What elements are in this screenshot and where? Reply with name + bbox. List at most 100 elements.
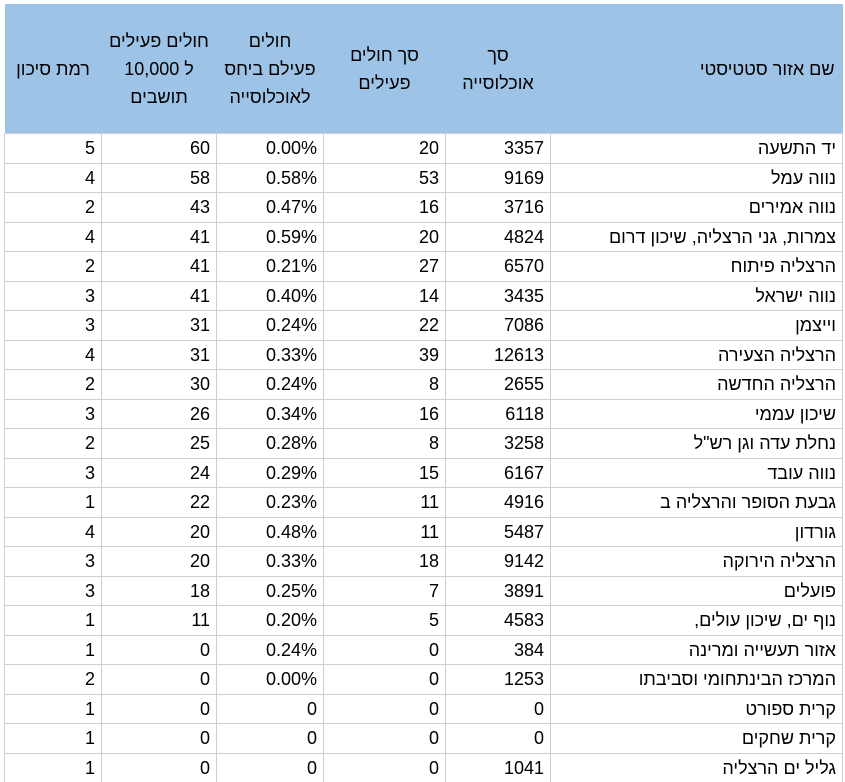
cell-active: 0 [323, 664, 446, 695]
cell-pct: 0.48% [216, 516, 324, 547]
cell-pct: 0.40% [216, 280, 324, 311]
table-row: שיכון עממי 6118 16 0.34% 26 3 [4, 398, 843, 429]
cell-name: צמרות, גני הרצליה, שיכון דרום [550, 221, 843, 252]
cell-name: יד התשעה [550, 133, 843, 164]
cell-pct: 0.23% [216, 487, 324, 518]
column-header-line: חולים [248, 30, 292, 51]
table-row: קרית שחקים 0 0 0 0 1 [4, 723, 843, 754]
column-header-line: סך [487, 44, 509, 65]
column-header-population: סך אוכלוסייה [445, 4, 551, 134]
table-row: נווה עובד 6167 15 0.29% 24 3 [4, 457, 843, 488]
cell-per10k: 31 [101, 310, 217, 341]
cell-risk: 4 [4, 221, 102, 252]
table-row: המרכז הבינתחומי וסביבתו 1253 0 0.00% 0 2 [4, 664, 843, 695]
cell-per10k: 31 [101, 339, 217, 370]
cell-name: נחלת עדה וגן רש"ל [550, 428, 843, 459]
cell-per10k: 0 [101, 693, 217, 724]
cell-per10k: 41 [101, 280, 217, 311]
cell-risk: 3 [4, 280, 102, 311]
cell-population: 6570 [445, 251, 551, 282]
cell-risk: 3 [4, 575, 102, 606]
cell-active: 0 [323, 634, 446, 665]
cell-risk: 1 [4, 634, 102, 665]
cell-per10k: 26 [101, 398, 217, 429]
cell-per10k: 0 [101, 634, 217, 665]
cell-per10k: 0 [101, 723, 217, 754]
cell-pct: 0.47% [216, 192, 324, 223]
column-header-risk: רמת סיכון [4, 4, 102, 134]
cell-risk: 3 [4, 398, 102, 429]
cell-active: 16 [323, 192, 446, 223]
table-row: צמרות, גני הרצליה, שיכון דרום 4824 20 0.59%… [4, 221, 843, 252]
table-row: הרצליה הצעירה 12613 39 0.33% 31 4 [4, 339, 843, 370]
column-header-line: ל 10,000 [124, 58, 194, 79]
cell-risk: 1 [4, 693, 102, 724]
cell-name: נווה אמירים [550, 192, 843, 223]
cell-pct: 0.34% [216, 398, 324, 429]
column-header-line: פעילים [358, 72, 411, 93]
cell-population: 5487 [445, 516, 551, 547]
cell-population: 3435 [445, 280, 551, 311]
table-body: יד התשעה 3357 20 0.00% 60 5 נווה עמל 9169 53 0.58… [4, 133, 843, 782]
cell-per10k: 18 [101, 575, 217, 606]
cell-risk: 2 [4, 664, 102, 695]
cell-name: שיכון עממי [550, 398, 843, 429]
cell-name: גורדון [550, 516, 843, 547]
cell-name: נווה עמל [550, 162, 843, 193]
cell-per10k: 41 [101, 221, 217, 252]
cell-risk: 1 [4, 487, 102, 518]
column-header-name: שם אזור סטטיסטי [550, 4, 843, 134]
cell-risk: 4 [4, 339, 102, 370]
cell-population: 9142 [445, 546, 551, 577]
cell-pct: 0.24% [216, 369, 324, 400]
column-header-line: לאוכלוסייה [229, 86, 311, 107]
table-row: הרצליה הירוקה 9142 18 0.33% 20 3 [4, 546, 843, 577]
column-header-line: שם אזור סטטיסטי [699, 58, 835, 79]
table-row: הרצליה החדשה 2655 8 0.24% 30 2 [4, 369, 843, 400]
cell-active: 5 [323, 605, 446, 636]
table-row: קרית ספורט 0 0 0 0 1 [4, 693, 843, 724]
cell-per10k: 60 [101, 133, 217, 164]
cell-active: 14 [323, 280, 446, 311]
cell-name: נוף ים, שיכון עולים, [550, 605, 843, 636]
cell-name: קרית שחקים [550, 723, 843, 754]
cell-name: נווה עובד [550, 457, 843, 488]
table-row: נווה עמל 9169 53 0.58% 58 4 [4, 162, 843, 193]
cell-risk: 4 [4, 516, 102, 547]
cell-population: 3357 [445, 133, 551, 164]
cell-population: 1253 [445, 664, 551, 695]
cell-population: 3258 [445, 428, 551, 459]
table-row: וייצמן 7086 22 0.24% 31 3 [4, 310, 843, 341]
table-row: אזור תעשייה ומרינה 384 0 0.24% 0 1 [4, 634, 843, 665]
table-row: גורדון 5487 11 0.48% 20 4 [4, 516, 843, 547]
column-header-line: חולים פעילים [109, 30, 209, 51]
cell-pct: 0.58% [216, 162, 324, 193]
cell-pct: 0 [216, 693, 324, 724]
cell-name: הרצליה פיתוח [550, 251, 843, 282]
cell-active: 0 [323, 723, 446, 754]
cell-population: 3891 [445, 575, 551, 606]
cell-pct: 0 [216, 723, 324, 754]
cell-pct: 0 [216, 752, 324, 782]
table-row: נוף ים, שיכון עולים, 4583 5 0.20% 11 1 [4, 605, 843, 636]
cell-population: 4916 [445, 487, 551, 518]
cell-per10k: 22 [101, 487, 217, 518]
cell-risk: 1 [4, 605, 102, 636]
cell-population: 0 [445, 723, 551, 754]
cell-population: 4583 [445, 605, 551, 636]
cell-population: 4824 [445, 221, 551, 252]
cell-name: הרצליה הירוקה [550, 546, 843, 577]
cell-per10k: 43 [101, 192, 217, 223]
cell-pct: 0.33% [216, 546, 324, 577]
cell-active: 8 [323, 428, 446, 459]
column-header-pct: חולים פעילם ביחס לאוכלוסייה [216, 4, 324, 134]
cell-risk: 3 [4, 310, 102, 341]
cell-population: 2655 [445, 369, 551, 400]
column-header-line: סך חולים [350, 44, 419, 65]
cell-name: הרצליה החדשה [550, 369, 843, 400]
cell-per10k: 58 [101, 162, 217, 193]
cell-pct: 0.25% [216, 575, 324, 606]
table-row: נחלת עדה וגן רש"ל 3258 8 0.28% 25 2 [4, 428, 843, 459]
cell-active: 39 [323, 339, 446, 370]
